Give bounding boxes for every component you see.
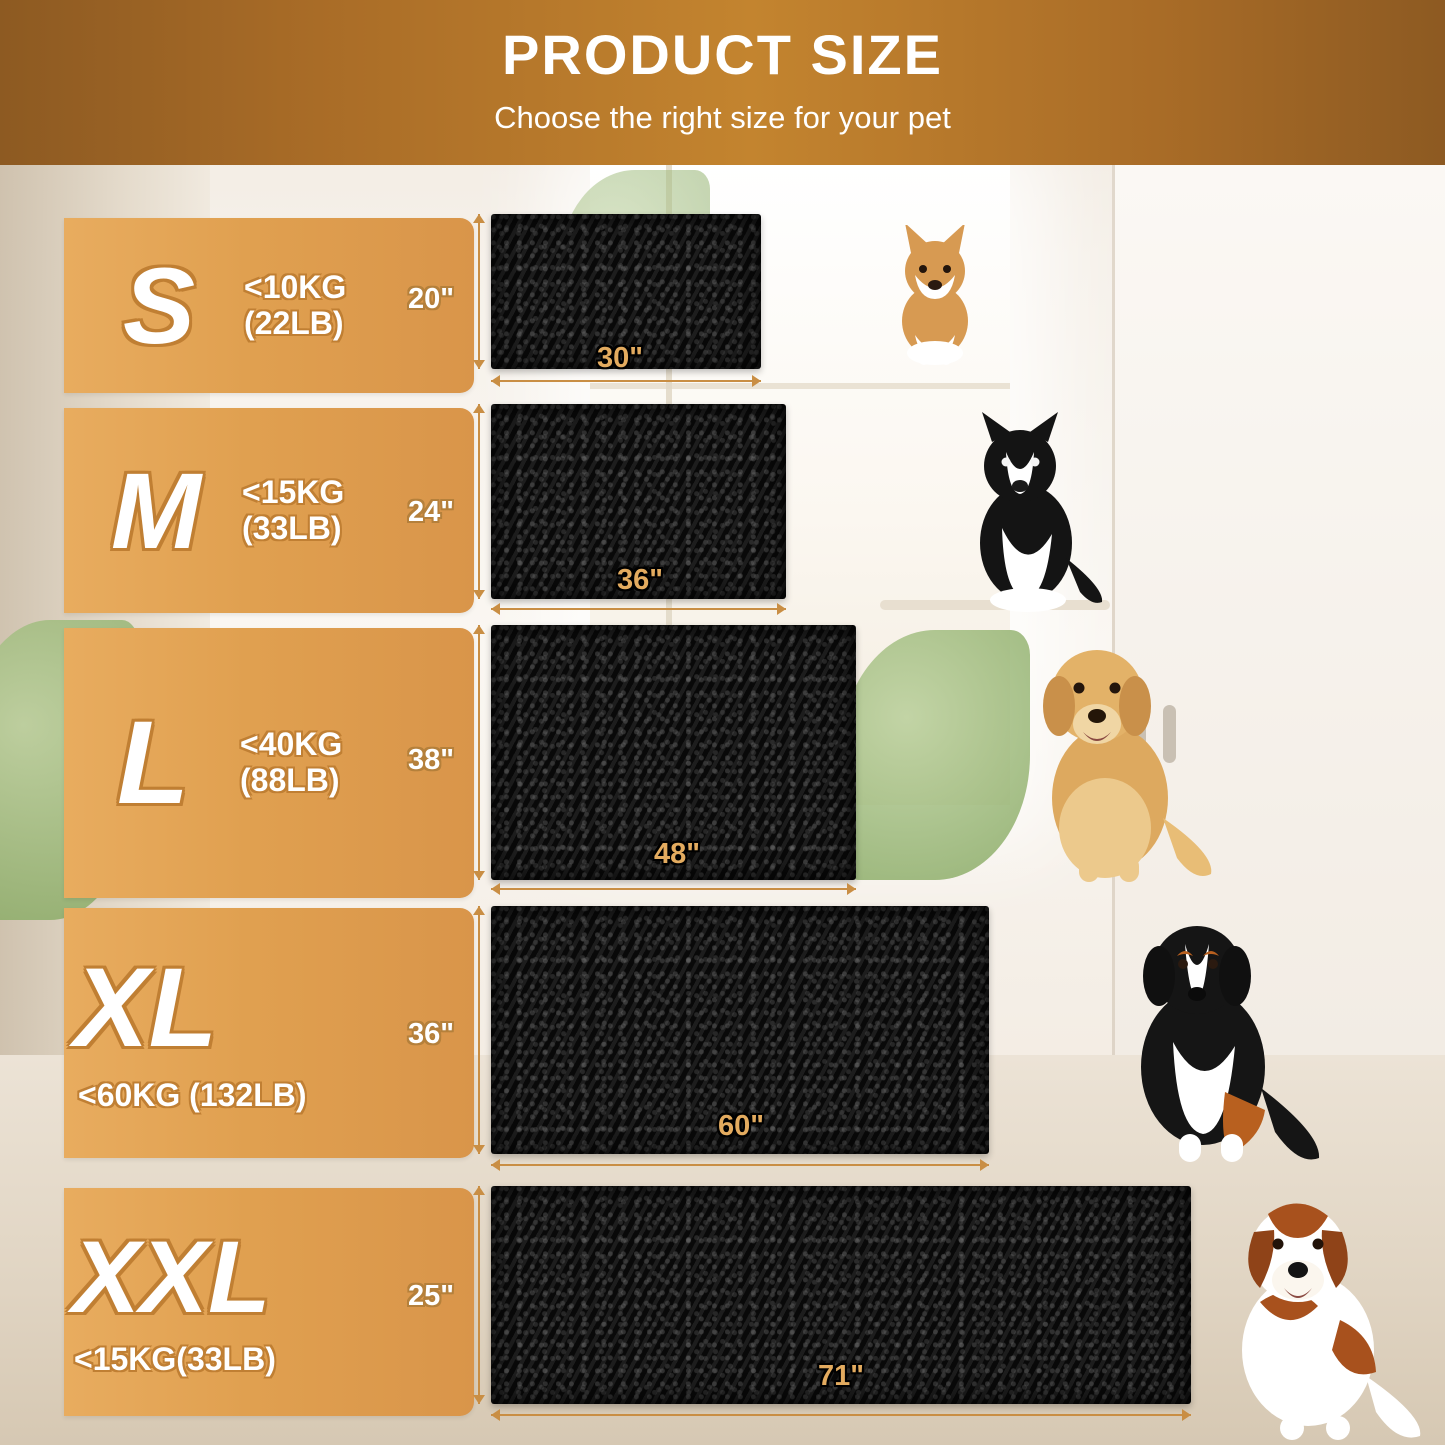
page-subtitle: Choose the right size for your pet bbox=[494, 100, 951, 135]
height-label-xxl: 25" bbox=[408, 1280, 455, 1312]
width-label-m: 36" bbox=[617, 564, 664, 596]
width-label-xxl: 71" bbox=[818, 1360, 865, 1392]
height-arrow-xxl bbox=[473, 1186, 485, 1404]
mat-s bbox=[491, 214, 761, 369]
size-pill-xl: XL <60KG (132LB) bbox=[64, 908, 474, 1158]
size-letter-xl: XL bbox=[74, 945, 218, 1071]
height-label-m: 24" bbox=[408, 496, 455, 528]
width-label-s: 30" bbox=[597, 342, 644, 374]
size-weight-kg-s: <10KG bbox=[244, 268, 347, 305]
size-weight-kg-l: <40KG bbox=[240, 726, 343, 763]
size-weight-xl: <60KG (132LB) bbox=[78, 1077, 307, 1114]
dog-saint-bernard bbox=[1190, 1180, 1440, 1440]
page-title: PRODUCT SIZE bbox=[502, 23, 943, 86]
mat-xl bbox=[491, 906, 989, 1154]
size-letter-xxl: XXL bbox=[72, 1220, 271, 1335]
width-arrow-xl bbox=[491, 1159, 989, 1171]
width-arrow-l bbox=[491, 883, 856, 895]
width-arrow-xxl bbox=[491, 1409, 1191, 1421]
width-label-xl: 60" bbox=[718, 1110, 765, 1142]
width-label-l: 48" bbox=[654, 838, 701, 870]
height-label-s: 20" bbox=[408, 283, 455, 315]
size-pill-m: M <15KG (33LB) bbox=[64, 408, 474, 613]
height-arrow-xl bbox=[473, 906, 485, 1154]
width-arrow-s bbox=[491, 375, 761, 387]
height-label-l: 38" bbox=[408, 744, 455, 776]
height-arrow-l bbox=[473, 625, 485, 880]
mat-xxl bbox=[491, 1186, 1191, 1404]
dog-corgi bbox=[875, 223, 995, 370]
plant-center bbox=[840, 630, 1030, 880]
mat-m bbox=[491, 404, 786, 599]
size-letter-m: M bbox=[111, 449, 201, 571]
dog-bernese-mountain-dog bbox=[1085, 902, 1345, 1167]
size-pill-l: L <40KG (88LB) bbox=[64, 628, 474, 898]
size-letter-l: L bbox=[116, 697, 190, 829]
size-weight-kg-m: <15KG bbox=[242, 473, 345, 510]
dog-border-collie bbox=[940, 408, 1120, 613]
size-letter-s: S bbox=[122, 244, 196, 366]
size-pill-s: S <10KG (22LB) bbox=[64, 218, 474, 393]
header-banner: PRODUCT SIZE Choose the right size for y… bbox=[0, 0, 1445, 165]
width-arrow-m bbox=[491, 603, 786, 615]
size-weight-lb-m: (33LB) bbox=[242, 509, 342, 546]
height-label-xl: 36" bbox=[408, 1018, 455, 1050]
size-weight-lb-l: (88LB) bbox=[240, 762, 340, 798]
size-weight-xxl: <15KG(33LB) bbox=[74, 1341, 276, 1378]
dog-golden-retriever bbox=[1005, 628, 1225, 888]
size-weight-lb-s: (22LB) bbox=[244, 304, 344, 341]
height-arrow-m bbox=[473, 404, 485, 599]
cabinet bbox=[1112, 165, 1445, 1065]
mat-l bbox=[491, 625, 856, 880]
size-pill-xxl: XXL <15KG(33LB) bbox=[64, 1188, 474, 1416]
height-arrow-s bbox=[473, 214, 485, 369]
